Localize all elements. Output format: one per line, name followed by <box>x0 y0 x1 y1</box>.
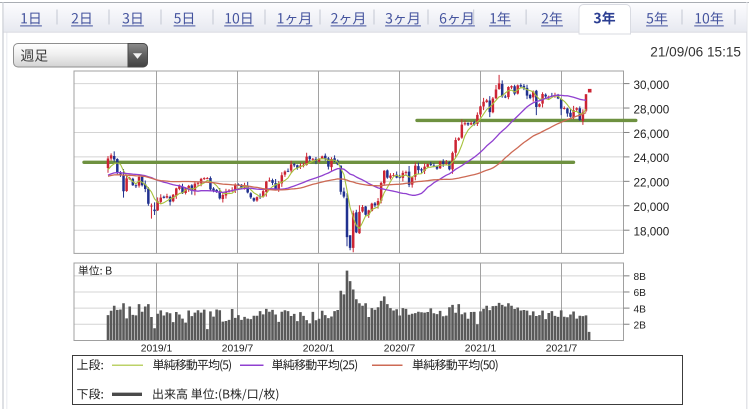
svg-text:2021/7: 2021/7 <box>546 343 578 354</box>
svg-text:22,000: 22,000 <box>634 177 670 190</box>
svg-text:6B: 6B <box>634 288 647 299</box>
svg-text:2B: 2B <box>634 320 647 331</box>
svg-text:26,000: 26,000 <box>634 128 670 141</box>
svg-text:20,000: 20,000 <box>634 201 670 214</box>
svg-text:8B: 8B <box>634 272 647 283</box>
svg-text:2020/1: 2020/1 <box>303 343 335 354</box>
svg-text:24,000: 24,000 <box>634 152 670 165</box>
svg-text:28,000: 28,000 <box>634 103 670 116</box>
svg-text:2019/1: 2019/1 <box>141 343 173 354</box>
svg-text:18,000: 18,000 <box>634 226 670 239</box>
svg-text:2020/7: 2020/7 <box>384 343 416 354</box>
svg-text:30,000: 30,000 <box>634 79 670 92</box>
svg-text:2021/1: 2021/1 <box>465 343 497 354</box>
svg-text:4B: 4B <box>634 304 647 315</box>
svg-text:21/09/06 15:15: 21/09/06 15:15 <box>650 45 741 60</box>
svg-text:2019/7: 2019/7 <box>222 343 254 354</box>
